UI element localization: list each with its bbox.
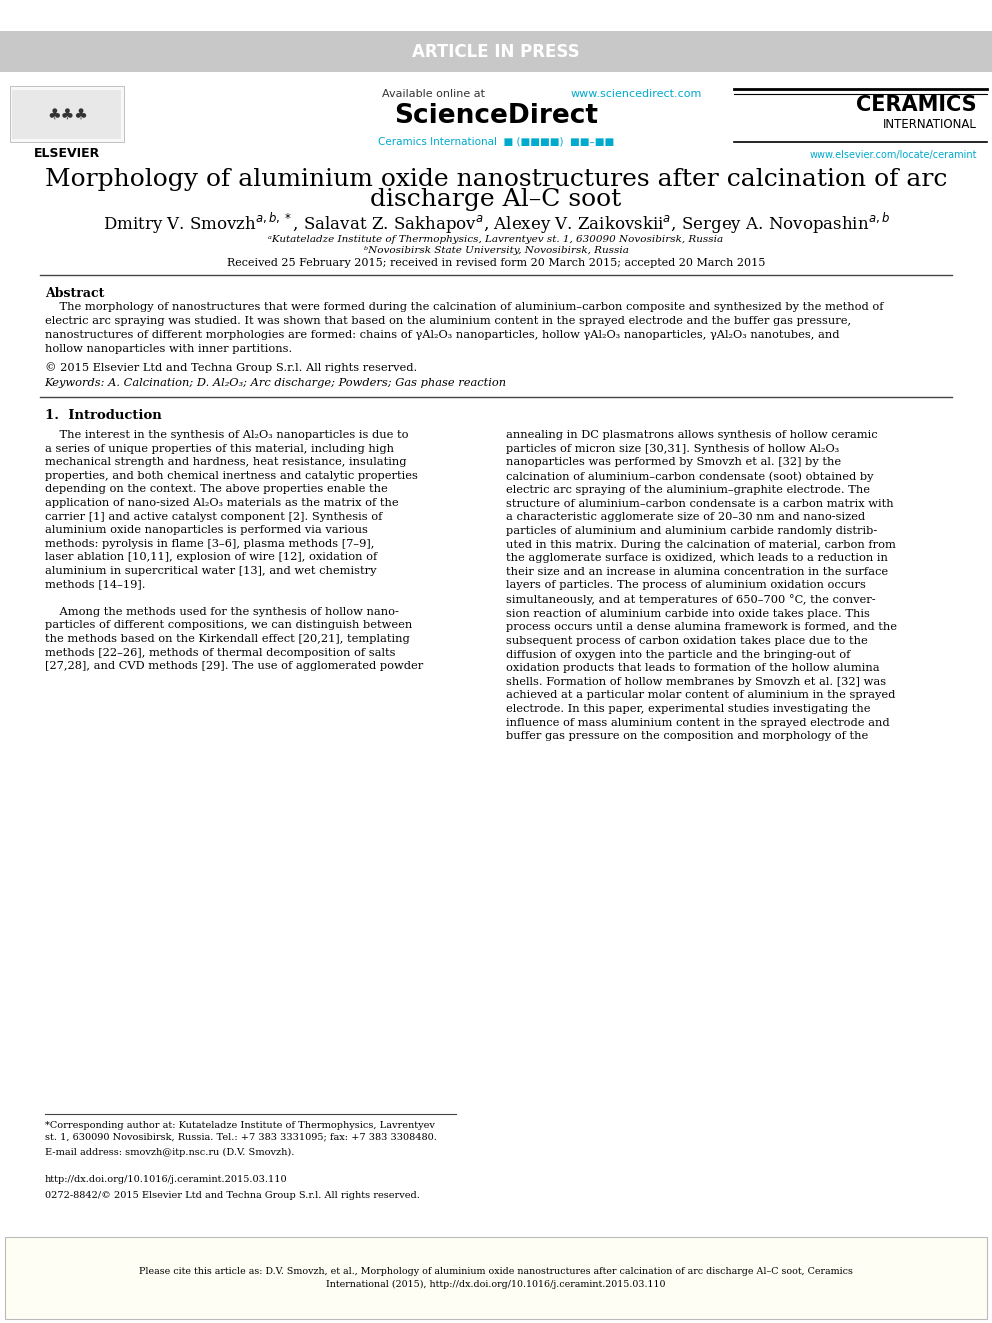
Text: http://dx.doi.org/10.1016/j.ceramint.2015.03.110: http://dx.doi.org/10.1016/j.ceramint.201… [45,1175,288,1184]
Text: ELSEVIER: ELSEVIER [35,147,100,160]
Text: www.sciencedirect.com: www.sciencedirect.com [570,89,701,99]
FancyBboxPatch shape [5,1237,987,1319]
Text: The morphology of nanostructures that were formed during the calcination of alum: The morphology of nanostructures that we… [45,302,883,353]
Text: *Corresponding author at: Kutateladze Institute of Thermophysics, Lavrentyev
st.: *Corresponding author at: Kutateladze In… [45,1121,436,1142]
Text: © 2015 Elsevier Ltd and Techna Group S.r.l. All rights reserved.: © 2015 Elsevier Ltd and Techna Group S.r… [45,363,417,373]
Text: Ceramics International  ■ (■■■■)  ■■–■■: Ceramics International ■ (■■■■) ■■–■■ [378,136,614,147]
Text: Morphology of aluminium oxide nanostructures after calcination of arc: Morphology of aluminium oxide nanostruct… [45,168,947,192]
Text: CERAMICS: CERAMICS [856,94,977,115]
FancyBboxPatch shape [10,86,124,142]
Text: ARTICLE IN PRESS: ARTICLE IN PRESS [413,42,579,61]
Text: Received 25 February 2015; received in revised form 20 March 2015; accepted 20 M: Received 25 February 2015; received in r… [227,258,765,269]
Text: www.elsevier.com/locate/ceramint: www.elsevier.com/locate/ceramint [809,149,977,160]
Text: 0272-8842/© 2015 Elsevier Ltd and Techna Group S.r.l. All rights reserved.: 0272-8842/© 2015 Elsevier Ltd and Techna… [45,1191,420,1200]
FancyBboxPatch shape [12,90,121,139]
Text: 1.  Introduction: 1. Introduction [45,409,162,422]
Text: annealing in DC plasmatrons allows synthesis of hollow ceramic
particles of micr: annealing in DC plasmatrons allows synth… [506,430,897,741]
Text: Available online at: Available online at [382,89,488,99]
Text: Please cite this article as: D.V. Smovzh, et al., Morphology of aluminium oxide : Please cite this article as: D.V. Smovzh… [139,1267,853,1289]
Text: discharge Al–C soot: discharge Al–C soot [370,188,622,212]
Text: ScienceDirect: ScienceDirect [394,103,598,130]
Text: Dmitry V. Smovzh$^{a,b,*}$, Salavat Z. Sakhapov$^{a}$, Alexey V. Zaikovskii$^{a}: Dmitry V. Smovzh$^{a,b,*}$, Salavat Z. S… [102,210,890,237]
Text: Abstract: Abstract [45,287,104,300]
Text: ♣♣♣: ♣♣♣ [47,107,88,122]
Text: ᵇNovosibirsk State University, Novosibirsk, Russia: ᵇNovosibirsk State University, Novosibir… [363,246,629,254]
Text: INTERNATIONAL: INTERNATIONAL [883,118,977,131]
Text: E-mail address: smovzh@itp.nsc.ru (D.V. Smovzh).: E-mail address: smovzh@itp.nsc.ru (D.V. … [45,1148,294,1158]
Text: Keywords: A. Calcination; D. Al₂O₃; Arc discharge; Powders; Gas phase reaction: Keywords: A. Calcination; D. Al₂O₃; Arc … [45,378,507,389]
Text: ᵃKutateladze Institute of Thermophysics, Lavrentyev st. 1, 630090 Novosibirsk, R: ᵃKutateladze Institute of Thermophysics,… [269,235,723,243]
Text: The interest in the synthesis of Al₂O₃ nanoparticles is due to
a series of uniqu: The interest in the synthesis of Al₂O₃ n… [45,430,423,671]
FancyBboxPatch shape [0,30,992,71]
